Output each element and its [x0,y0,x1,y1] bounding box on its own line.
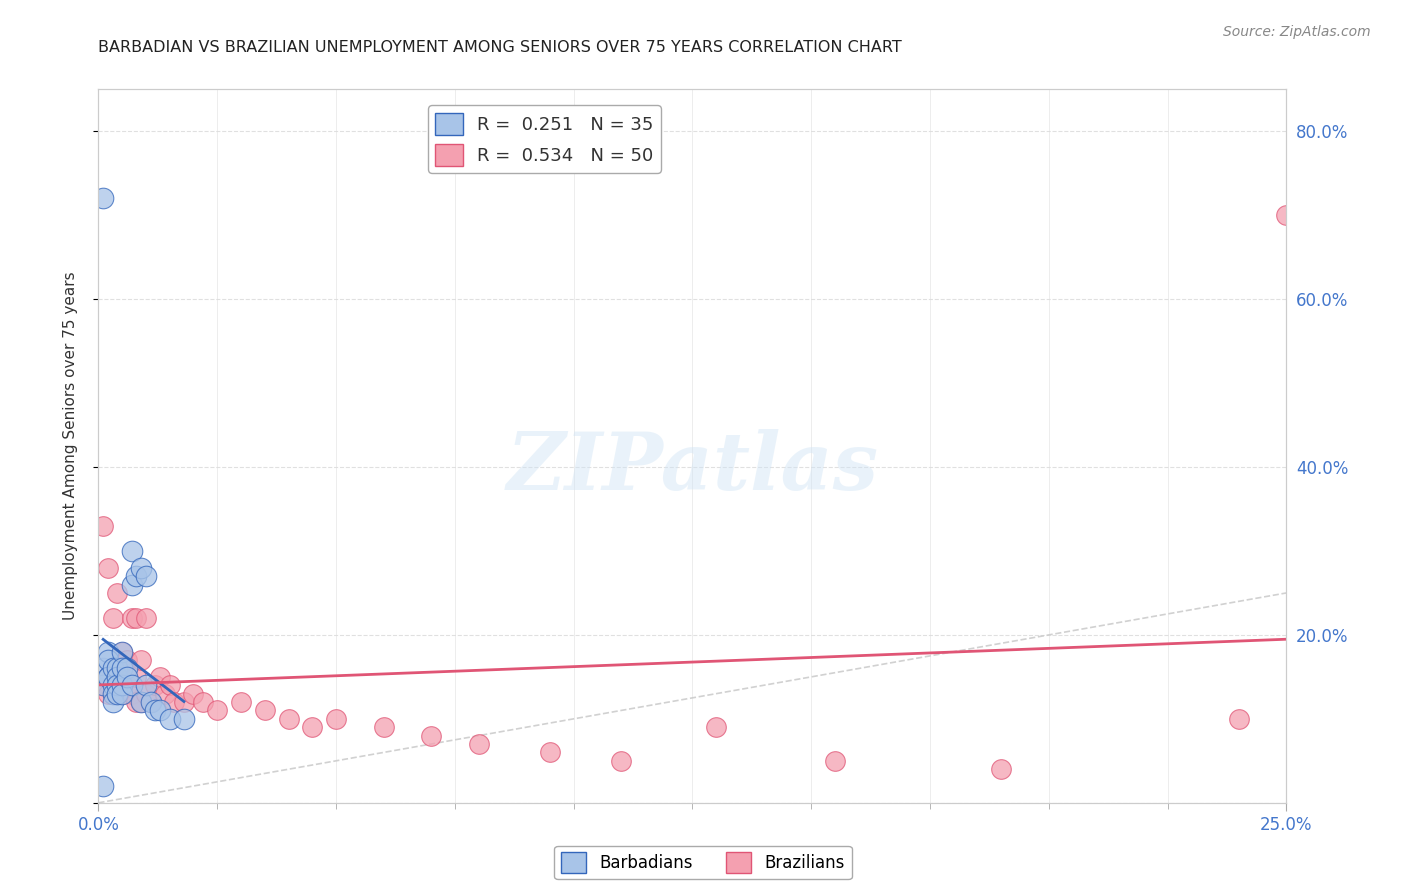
Point [115,670,138,684]
Point [111,687,134,701]
Point [163,695,186,709]
Point [115,661,138,675]
Point [101,661,124,675]
Point [301,720,323,734]
Point [135,687,157,701]
Point [135,569,157,583]
Point [129,653,152,667]
Point [139,695,162,709]
Point [129,560,152,574]
Point [610,754,633,768]
Point [97,670,120,684]
Point [111,661,134,675]
Point [97,670,120,684]
Point [125,569,148,583]
Point [101,687,124,701]
Point [91,518,114,533]
Point [139,695,162,709]
Point [91,191,114,205]
Point [145,703,167,717]
Point [111,645,134,659]
Point [121,577,143,591]
Point [145,678,167,692]
Legend: R =  0.251   N = 35, R =  0.534   N = 50: R = 0.251 N = 35, R = 0.534 N = 50 [429,105,661,173]
Point [173,712,195,726]
Point [107,687,129,701]
Point [121,611,143,625]
Point [420,729,443,743]
Point [121,678,143,692]
Point [107,678,129,692]
Point [101,687,124,701]
Point [91,678,114,692]
Point [125,611,148,625]
Point [159,712,181,726]
Point [325,712,347,726]
Point [97,645,120,659]
Point [207,703,229,717]
Point [107,670,129,684]
Point [129,695,152,709]
Point [135,611,157,625]
Point [135,678,157,692]
Point [191,695,214,709]
Point [183,687,205,701]
Point [111,670,134,684]
Point [101,670,124,684]
Text: ZIPatlas: ZIPatlas [506,429,879,506]
Point [107,678,129,692]
Point [253,703,276,717]
Point [111,687,134,701]
Point [173,695,195,709]
Point [107,586,129,600]
Point [101,678,124,692]
Point [91,661,114,675]
Legend: Barbadians, Brazilians: Barbadians, Brazilians [554,846,852,880]
Point [467,737,489,751]
Point [129,695,152,709]
Point [111,645,134,659]
Point [97,653,120,667]
Point [97,560,120,574]
Point [538,746,561,760]
Point [149,703,172,717]
Point [121,544,143,558]
Point [115,653,138,667]
Point [159,678,181,692]
Point [125,670,148,684]
Text: BARBADIAN VS BRAZILIAN UNEMPLOYMENT AMONG SENIORS OVER 75 YEARS CORRELATION CHAR: BARBADIAN VS BRAZILIAN UNEMPLOYMENT AMON… [98,40,903,55]
Point [107,661,129,675]
Point [149,670,172,684]
Point [704,720,727,734]
Point [91,779,114,793]
Point [115,678,138,692]
Point [97,687,120,701]
Point [111,678,134,692]
Point [125,695,148,709]
Point [91,678,114,692]
Point [1275,208,1298,222]
Point [990,762,1012,776]
Point [101,695,124,709]
Point [229,695,252,709]
Text: Source: ZipAtlas.com: Source: ZipAtlas.com [1223,25,1371,39]
Point [1227,712,1250,726]
Point [153,687,176,701]
Point [107,687,129,701]
Point [277,712,299,726]
Point [373,720,395,734]
Point [97,670,120,684]
Point [824,754,846,768]
Y-axis label: Unemployment Among Seniors over 75 years: Unemployment Among Seniors over 75 years [63,272,77,620]
Point [101,611,124,625]
Point [121,687,143,701]
